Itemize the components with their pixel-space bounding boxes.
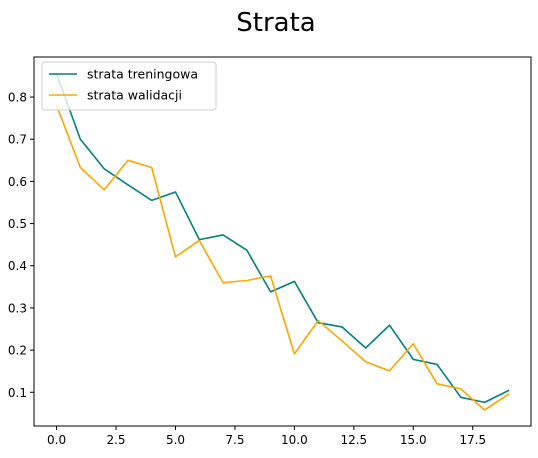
x-tick-label: 15.0 (400, 433, 427, 447)
series-line-1 (55, 72, 510, 404)
chart-title: Strata (236, 8, 315, 38)
x-tick-label: 2.5 (106, 433, 125, 447)
y-tick-label: 0.6 (8, 175, 27, 189)
y-tick-label: 0.4 (8, 259, 27, 273)
x-tick-label: 10.0 (281, 433, 308, 447)
x-tick-label: 5.0 (166, 433, 185, 447)
y-tick-label: 0.7 (8, 133, 27, 147)
x-tick-label: 7.5 (225, 433, 244, 447)
x-tick-label: 12.5 (340, 433, 367, 447)
series-line-2 (55, 104, 510, 411)
legend-label-2: strata walidacji (87, 88, 182, 103)
axes-frame (33, 56, 532, 427)
legend-label-1: strata treningowa (87, 67, 198, 82)
y-tick-label: 0.1 (8, 386, 27, 400)
legend: strata treningowa strata walidacji (41, 61, 217, 111)
x-tick-label: 17.5 (459, 433, 486, 447)
x-tick-label: 0.0 (47, 433, 66, 447)
y-tick-label: 0.8 (8, 91, 27, 105)
y-tick-label: 0.2 (8, 344, 27, 358)
plot-area: 0.0 2.5 5.0 7.5 10.0 12.5 15.0 17.5 0.1 0.2 0.3 0.4… (8, 56, 532, 447)
legend-box (41, 61, 217, 111)
y-tick-label: 0.3 (8, 301, 27, 315)
y-tick-label: 0.5 (8, 217, 27, 231)
